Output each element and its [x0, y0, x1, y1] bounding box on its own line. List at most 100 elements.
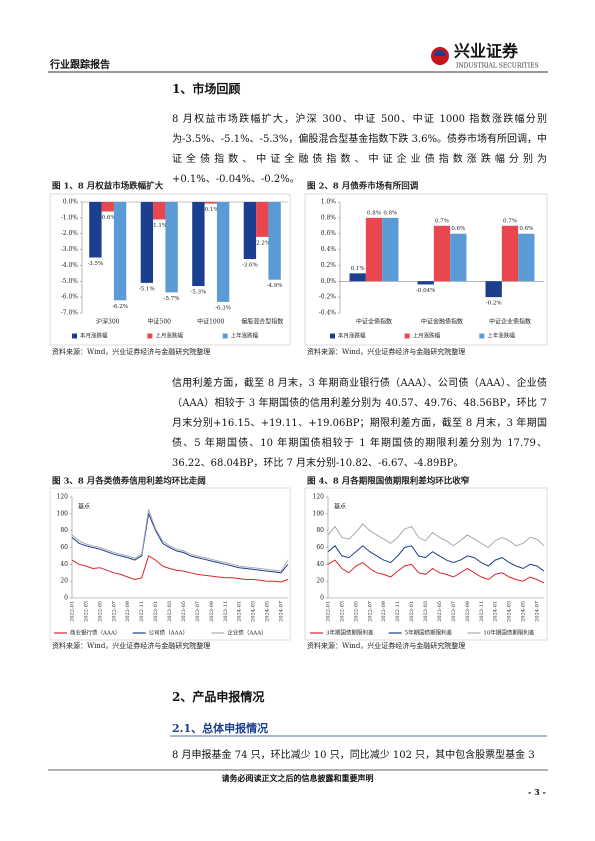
- data-label: 0.6%: [519, 226, 533, 232]
- x-tick-label: 偏股混合型指数: [241, 318, 283, 326]
- unit-label: 基点: [78, 503, 90, 511]
- y-tick-label: -5.0%: [61, 278, 79, 285]
- x-tick-label: 2024-01: [237, 601, 243, 622]
- bar: [501, 225, 519, 282]
- line: [71, 555, 289, 583]
- section-title: 1、市场回顾: [172, 82, 241, 96]
- data-label: -3.6%: [242, 263, 258, 269]
- y-tick-label: 40: [60, 561, 68, 568]
- data-label: -5.1%: [139, 286, 155, 292]
- y-tick-label: 80: [60, 527, 68, 534]
- line: [71, 511, 289, 574]
- legend-label: 本月涨跌幅: [338, 332, 366, 340]
- y-tick-label: -6.0%: [61, 294, 79, 301]
- legend-swatch: [222, 333, 228, 339]
- legend-label: 企业债（AAA）: [227, 629, 266, 637]
- y-tick-label: 120: [57, 494, 69, 501]
- bar: [113, 202, 127, 301]
- y-tick-label: -0.2%: [319, 294, 337, 301]
- section-title: 2、产品申报情况: [172, 690, 265, 704]
- line: [71, 509, 289, 572]
- figure-title: 图 1、8 月权益市场跌幅扩大: [52, 181, 164, 192]
- y-tick-label: 0.4%: [321, 246, 337, 253]
- x-tick-label: 2024-05: [265, 601, 271, 622]
- y-tick-label: -2.0%: [61, 230, 79, 237]
- data-label: -2.2%: [254, 240, 270, 246]
- data-label: 0.7%: [503, 218, 517, 224]
- legend-label: 上年涨跌幅: [231, 332, 259, 340]
- y-tick-label: -0.4%: [319, 310, 337, 317]
- bar: [256, 202, 269, 237]
- y-tick-label: -1.0%: [61, 214, 79, 221]
- legend-swatch: [479, 333, 485, 339]
- x-tick-label: 中证500: [148, 318, 172, 326]
- disclaimer: 请务必阅读正文之后的信息披露和重要声明: [221, 773, 374, 783]
- y-tick-label: 1.0%: [321, 199, 337, 206]
- source: 资料来源：Wind，兴业证券经济与金融研究院整理: [307, 347, 465, 356]
- x-tick-label: 2022-09: [125, 601, 131, 622]
- x-tick-label: 2022-11: [139, 601, 145, 622]
- x-tick-label: 2022-01: [70, 601, 76, 622]
- y-tick-label: 60: [60, 544, 68, 551]
- logo-en: INDUSTRIAL SECURITIES: [456, 63, 539, 70]
- bar: [192, 202, 205, 287]
- bar: [140, 202, 154, 283]
- bar: [485, 281, 502, 298]
- legend-swatch: [147, 333, 153, 339]
- x-tick-label: 2023-07: [451, 601, 457, 622]
- y-tick-label: 0.6%: [321, 230, 337, 237]
- report-type: 行业跟踪报告: [50, 60, 110, 71]
- sub-title: 2.1、总体申报情况: [172, 722, 269, 735]
- fig-frame: [49, 193, 291, 346]
- legend-label: 上年涨跌幅: [487, 332, 515, 340]
- x-tick-label: 2024-03: [507, 601, 513, 622]
- y-tick-label: 100: [57, 510, 69, 517]
- legend-label: 上月涨跌幅: [413, 332, 441, 340]
- data-label: 0.6%: [451, 226, 465, 232]
- y-tick-label: 100: [313, 510, 325, 517]
- fig-frame: [49, 487, 291, 641]
- legend-swatch: [72, 333, 77, 339]
- data-label: -1.1%: [151, 223, 167, 229]
- logo-mark-inner: [434, 50, 446, 56]
- x-tick-label: 2022-11: [395, 601, 401, 622]
- x-tick-label: 2022-03: [339, 601, 345, 622]
- x-tick-label: 2023-03: [423, 601, 429, 622]
- x-tick-label: 2023-11: [479, 601, 485, 622]
- y-tick-label: 20: [60, 578, 68, 585]
- bar: [349, 273, 366, 282]
- figure-title: 图 4、8 月各期限国债期限利差均环比收窄: [307, 476, 470, 487]
- x-tick-label: 中证金融债指数: [421, 318, 463, 326]
- bar: [101, 202, 114, 212]
- fig-frame: [304, 193, 548, 346]
- x-tick-label: 2023-09: [209, 601, 215, 622]
- data-label: -5.3%: [190, 290, 206, 296]
- bar: [450, 233, 467, 282]
- legend-label: 上月涨跌幅: [155, 332, 183, 340]
- bar: [153, 202, 166, 220]
- data-label: -5.7%: [164, 296, 180, 302]
- logo-cn: 兴业证券: [454, 42, 519, 61]
- paragraph: 8 月申报基金 74 只，环比减少 10 只，同比减少 102 只，其中包含股票…: [172, 750, 535, 761]
- y-tick-label: 60: [316, 544, 324, 551]
- legend-swatch: [404, 333, 410, 339]
- source: 资料来源：Wind，兴业证券经济与金融研究院整理: [52, 347, 210, 356]
- source: 资料来源：Wind，兴业证券经济与金融研究院整理: [52, 641, 210, 650]
- figure-title: 图 2、8 月债券市场有所回调: [307, 181, 419, 192]
- bar: [216, 202, 230, 302]
- x-tick-label: 2022-01: [326, 601, 332, 622]
- x-tick-label: 2022-03: [83, 601, 89, 622]
- x-tick-label: 2023-03: [167, 601, 173, 622]
- y-tick-label: 20: [316, 578, 324, 585]
- fig-frame: [304, 487, 548, 641]
- y-tick-label: 120: [313, 494, 325, 501]
- bar: [433, 225, 451, 282]
- line: [327, 559, 545, 584]
- x-tick-label: 2022-05: [353, 601, 359, 622]
- paragraph: 信用利差方面，截至 8 月末，3 年期商业银行债（AAA）、公司债（AAA）、企…: [172, 378, 547, 469]
- x-tick-label: 中证全债指数: [356, 318, 392, 326]
- y-tick-label: 0.8%: [321, 214, 337, 221]
- bar: [204, 202, 217, 204]
- legend-label: 5年期国债期限利差: [405, 629, 453, 637]
- legend-label: 商业银行债（AAA）: [70, 629, 120, 637]
